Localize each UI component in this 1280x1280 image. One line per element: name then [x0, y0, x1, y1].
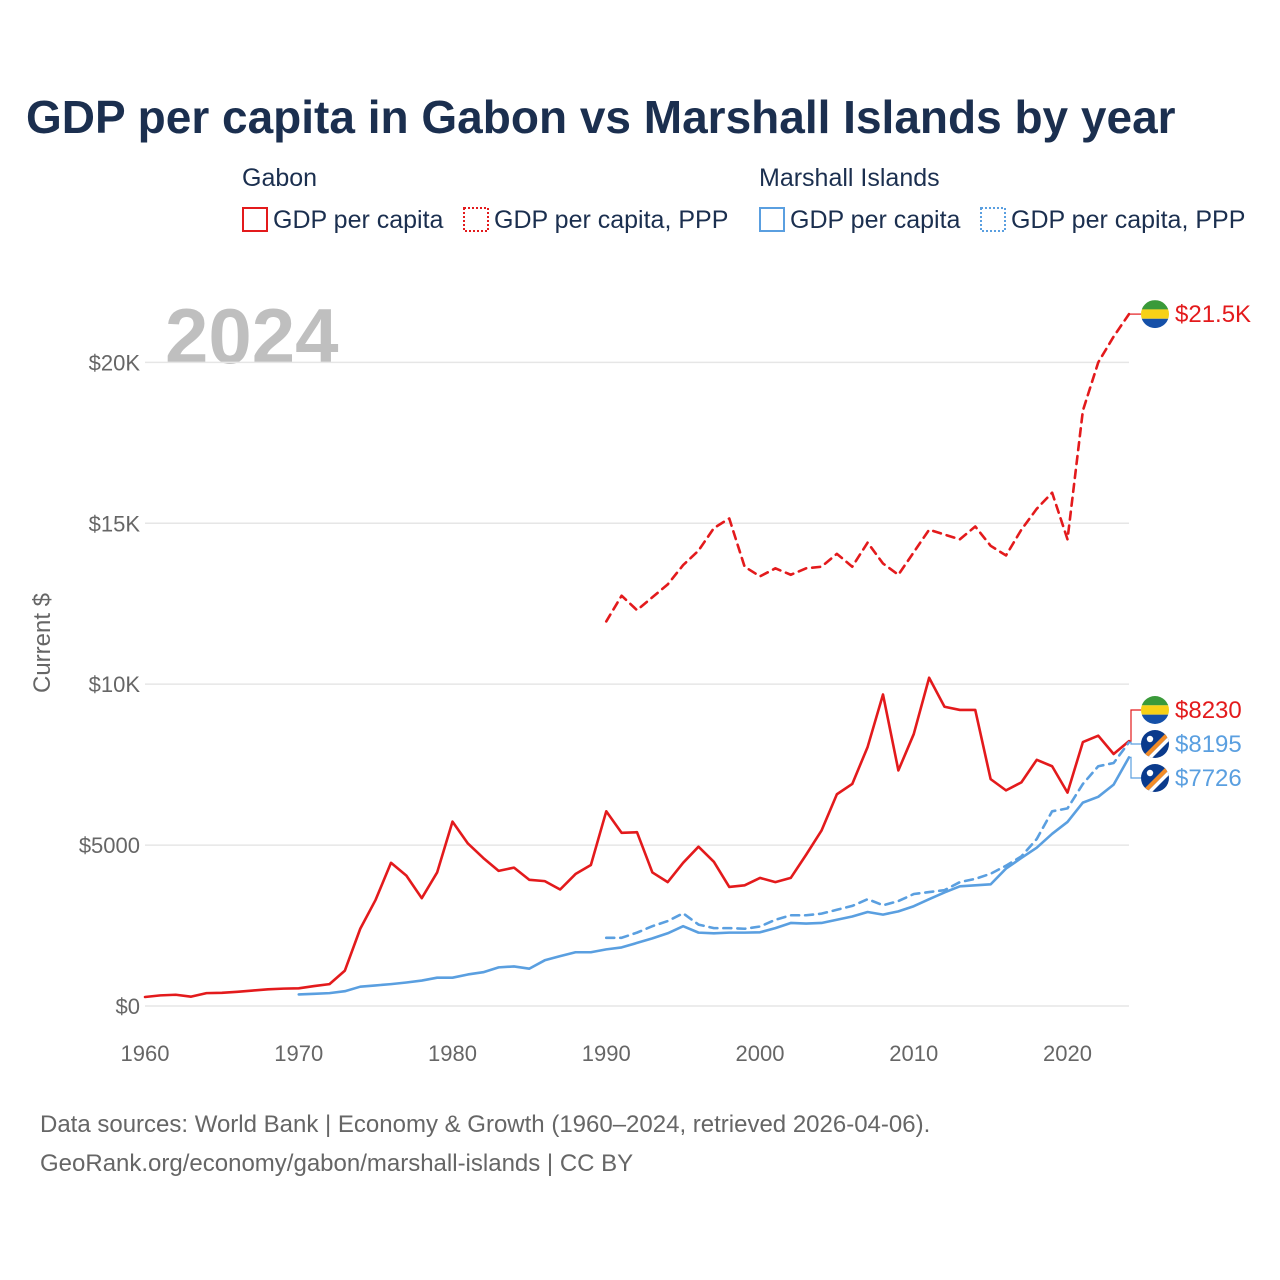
series-line-3[interactable] [604, 740, 1131, 940]
end-value-label: $7726 [1175, 765, 1242, 792]
gabon-flag-icon [1141, 696, 1169, 724]
y-tick-label: $10K [89, 672, 141, 697]
x-tick-label: 1960 [121, 1041, 170, 1066]
legend-label-gabon-gdp[interactable]: GDP per capita [273, 206, 444, 234]
series-line-0[interactable] [143, 676, 1131, 999]
x-tick-label: 2020 [1043, 1041, 1092, 1066]
series [143, 312, 1131, 999]
x-axis: 1960 1970 1980 1990 2000 2010 2020 [121, 1041, 1092, 1066]
x-tick-label: 1980 [428, 1041, 477, 1066]
legend-swatch-marshall-ppp[interactable] [980, 207, 1006, 232]
legend-label-marshall-ppp[interactable]: GDP per capita, PPP [1011, 206, 1245, 234]
legend-label-marshall-gdp[interactable]: GDP per capita [790, 206, 961, 234]
y-tick-label: $0 [116, 994, 140, 1019]
x-tick-label: 1990 [582, 1041, 631, 1066]
end-value-label: $21.5K [1175, 301, 1251, 328]
end-value-label: $8230 [1175, 697, 1242, 724]
source-line-1: Data sources: World Bank | Economy & Gro… [40, 1111, 930, 1138]
source-line-2[interactable]: GeoRank.org/economy/gabon/marshall-islan… [40, 1150, 633, 1177]
legend-swatch-gabon-ppp[interactable] [463, 207, 489, 232]
legend-group-marshall: Marshall Islands [759, 164, 940, 192]
series-line-1[interactable] [604, 312, 1131, 623]
y-axis-title: Current $ [29, 593, 56, 693]
chart-title: GDP per capita in Gabon vs Marshall Isla… [26, 91, 1176, 143]
end-label-connector [1129, 741, 1141, 745]
y-tick-label: $5000 [79, 833, 140, 858]
end-label-connector [1129, 756, 1141, 779]
legend: Gabon GDP per capita GDP per capita, PPP… [242, 164, 1245, 234]
end-value-label: $8195 [1175, 731, 1242, 758]
x-tick-label: 2000 [736, 1041, 785, 1066]
end-labels: $21.5K $8230 $8195 $7726 [1129, 300, 1251, 792]
legend-label-gabon-ppp[interactable]: GDP per capita, PPP [494, 206, 728, 234]
grid [145, 361, 1129, 1007]
legend-swatch-gabon-gdp[interactable] [242, 207, 268, 232]
end-label-connector [1129, 709, 1141, 742]
marshall-islands-flag-icon [1141, 764, 1169, 792]
series-line-2[interactable] [297, 756, 1131, 996]
x-tick-label: 1970 [274, 1041, 323, 1066]
gabon-flag-icon [1141, 300, 1169, 329]
marshall-islands-flag-icon [1141, 730, 1169, 758]
y-axis: $0 $5000 $10K $15K $20K [79, 350, 141, 1019]
y-tick-label: $20K [89, 350, 141, 375]
y-tick-label: $15K [89, 511, 141, 536]
legend-swatch-marshall-gdp[interactable] [759, 207, 785, 232]
x-tick-label: 2010 [889, 1041, 938, 1066]
year-badge: 2024 [165, 292, 339, 380]
legend-group-gabon: Gabon [242, 164, 317, 192]
